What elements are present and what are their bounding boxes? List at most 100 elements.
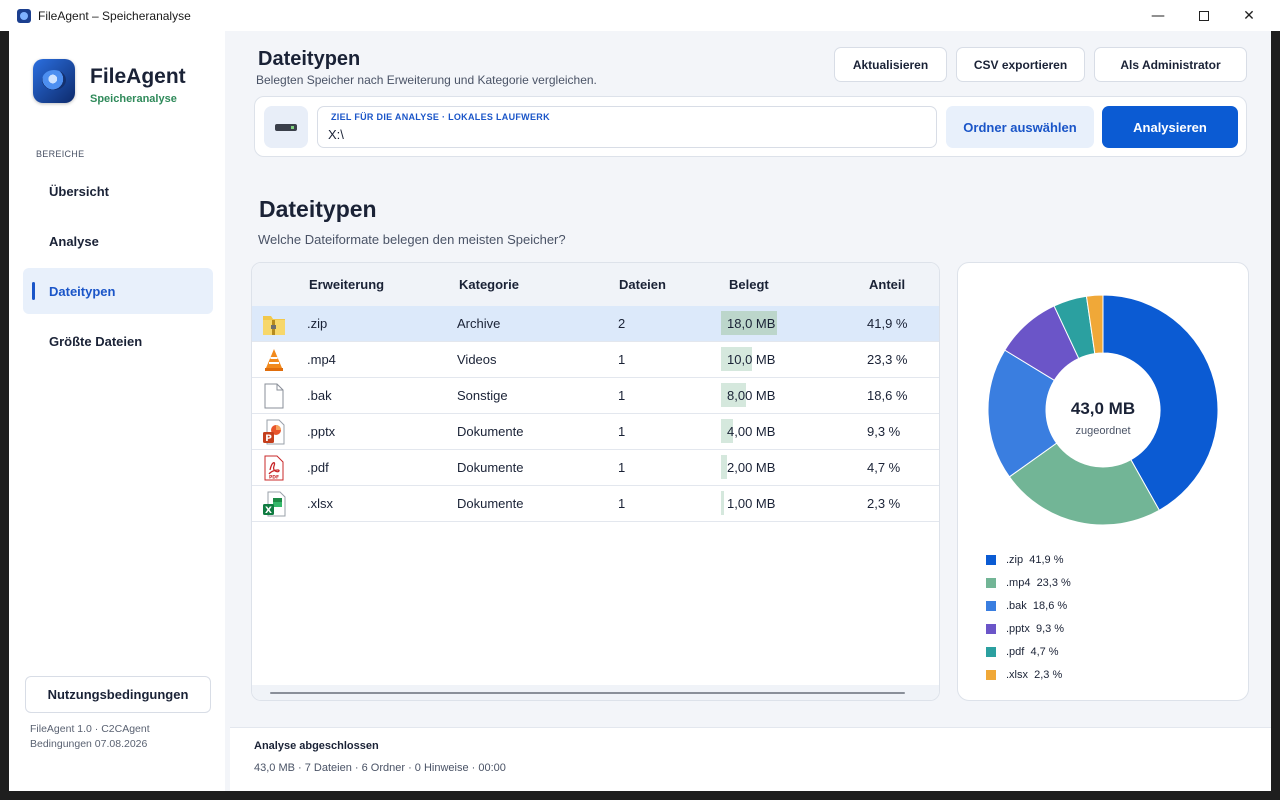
cell-category: Dokumente — [457, 424, 524, 439]
size-share-bar — [721, 311, 778, 335]
cell-category: Archive — [457, 316, 501, 331]
minimize-button[interactable]: — — [1135, 0, 1181, 31]
legend-label: .pptx 9,3 % — [1006, 622, 1065, 635]
section-subtitle: Welche Dateiformate belegen den meisten … — [258, 232, 566, 247]
table-row[interactable]: .mp4 Videos 1 10,0 MB 23,3 % — [252, 342, 939, 378]
terms-button[interactable]: Nutzungsbedingungen — [25, 676, 211, 713]
analysis-target-bar: ZIEL FÜR DIE ANALYSE · LOKALES LAUFWERK … — [254, 96, 1247, 157]
cell-files: 1 — [618, 352, 626, 367]
sidebar-item-label: Dateitypen — [49, 283, 116, 299]
sidebar-item-groesste-dateien[interactable]: Größte Dateien — [23, 318, 213, 364]
column-header-category[interactable]: Kategorie — [459, 277, 519, 292]
horizontal-scrollbar[interactable] — [252, 685, 939, 700]
table-row[interactable]: P .pptx Dokumente 1 4,00 MB 9,3 % — [252, 414, 939, 450]
page-title: Dateitypen — [258, 48, 361, 70]
svg-text:PDF: PDF — [269, 475, 279, 481]
drive-icon — [275, 123, 297, 131]
cell-files: 1 — [618, 496, 626, 511]
cell-size: 18,0 MB — [727, 316, 776, 331]
main-content: Dateitypen Belegten Speicher nach Erweit… — [225, 31, 1271, 791]
cell-files: 1 — [618, 424, 626, 439]
maximize-button[interactable] — [1181, 0, 1227, 31]
legend-swatch — [986, 554, 996, 565]
svg-text:P: P — [265, 434, 272, 444]
donut-slice-xlsx — [1085, 294, 1104, 355]
cell-share: 41,9 % — [867, 316, 908, 331]
sidebar-item-label: Analyse — [49, 233, 99, 249]
pdf-icon: PDF — [264, 455, 284, 481]
table-row[interactable]: X .xlsx Dokumente 1 1,00 MB 2,3 % — [252, 486, 939, 522]
export-csv-button[interactable]: CSV exportieren — [956, 47, 1085, 82]
section-title: Dateitypen — [259, 196, 377, 222]
version-line: FileAgent 1.0 · C2CAgent — [30, 723, 150, 735]
chart-legend: .zip 41,9 % .mp4 23,3 % .bak 18,6 % .pptx 9… — [986, 548, 1071, 686]
maximize-icon — [1199, 10, 1209, 21]
cell-category: Dokumente — [457, 460, 524, 475]
cell-files: 1 — [618, 460, 626, 475]
legend-swatch — [986, 600, 996, 611]
cell-extension: .pdf — [307, 460, 329, 475]
refresh-button[interactable]: Aktualisieren — [834, 47, 947, 82]
drive-button[interactable] — [264, 106, 308, 148]
table-row[interactable]: .bak Sonstige 1 8,00 MB 18,6 % — [252, 378, 939, 414]
cell-extension: .mp4 — [307, 352, 336, 367]
legend-swatch — [986, 646, 996, 657]
column-header-extension[interactable]: Erweiterung — [309, 277, 385, 292]
cell-share: 23,3 % — [867, 352, 908, 367]
legend-item: .xlsx 2,3 % — [986, 663, 1071, 686]
vlc-icon — [265, 349, 283, 371]
table-row[interactable]: PDF .pdf Dokumente 1 2,00 MB 4,7 % — [252, 450, 939, 486]
choose-folder-button[interactable]: Ordner auswählen — [946, 106, 1094, 148]
legend-label: .zip 41,9 % — [1006, 553, 1064, 566]
sidebar-item-uebersicht[interactable]: Übersicht — [23, 168, 213, 214]
donut-slice-zip — [1102, 294, 1219, 511]
column-header-share[interactable]: Anteil — [869, 277, 906, 292]
zip-icon — [263, 316, 285, 335]
legend-item: .pdf 4,7 % — [986, 640, 1071, 663]
run-as-admin-button[interactable]: Als Administrator — [1094, 47, 1247, 82]
legend-item: .bak 18,6 % — [986, 594, 1071, 617]
filetype-table: Erweiterung Kategorie Dateien Belegt Ant… — [251, 262, 940, 701]
legend-swatch — [986, 577, 996, 588]
sidebar-item-analyse[interactable]: Analyse — [23, 218, 213, 264]
cell-share: 2,3 % — [867, 496, 901, 511]
page-subtitle: Belegten Speicher nach Erweiterung und K… — [256, 73, 597, 87]
chart-center-value: 43,0 MB — [1071, 399, 1135, 418]
chart-center-label: zugeordnet — [1075, 425, 1130, 437]
sidebar-item-dateitypen[interactable]: Dateitypen — [23, 268, 213, 314]
analyze-button[interactable]: Analysieren — [1102, 106, 1238, 148]
close-icon: ✕ — [1243, 7, 1255, 24]
excel-icon: X — [263, 491, 286, 517]
cell-extension: .zip — [307, 316, 328, 331]
legend-item: .zip 41,9 % — [986, 548, 1071, 571]
size-share-bar — [721, 383, 746, 407]
donut-slice-mp4 — [1008, 442, 1160, 526]
target-path-label: ZIEL FÜR DIE ANALYSE · LOKALES LAUFWERK — [331, 112, 550, 122]
cell-share: 18,6 % — [867, 388, 908, 403]
powerpoint-icon: P — [263, 419, 285, 445]
terms-date-line: Bedingungen 07.08.2026 — [30, 738, 148, 750]
cell-extension: .bak — [307, 388, 332, 403]
target-path-value: X:\ — [328, 127, 344, 142]
legend-label: .bak 18,6 % — [1006, 599, 1068, 612]
cell-extension: .pptx — [307, 424, 336, 439]
svg-text:X: X — [265, 506, 272, 516]
brand-name: FileAgent — [90, 65, 186, 88]
size-share-bar — [721, 347, 753, 371]
column-header-files[interactable]: Dateien — [619, 277, 666, 292]
file-icon — [264, 383, 284, 409]
nav-section-label: BEREICHE — [36, 149, 85, 159]
target-path-field[interactable]: ZIEL FÜR DIE ANALYSE · LOKALES LAUFWERK … — [317, 106, 937, 148]
sidebar: FileAgent Speicheranalyse BEREICHE Übers… — [9, 31, 225, 791]
version-info: FileAgent 1.0 · C2CAgent Bedingungen 07.… — [30, 722, 150, 752]
app-icon — [17, 8, 31, 23]
column-header-size[interactable]: Belegt — [729, 277, 769, 292]
cell-category: Sonstige — [457, 388, 508, 403]
legend-swatch — [986, 669, 996, 680]
table-row[interactable]: .zip Archive 2 18,0 MB 41,9 % — [252, 306, 939, 342]
scrollbar-thumb[interactable] — [270, 692, 905, 694]
cell-size: 2,00 MB — [727, 460, 776, 475]
donut-slice-bak — [987, 349, 1058, 478]
close-button[interactable]: ✕ — [1226, 0, 1272, 31]
cell-category: Dokumente — [457, 496, 524, 511]
